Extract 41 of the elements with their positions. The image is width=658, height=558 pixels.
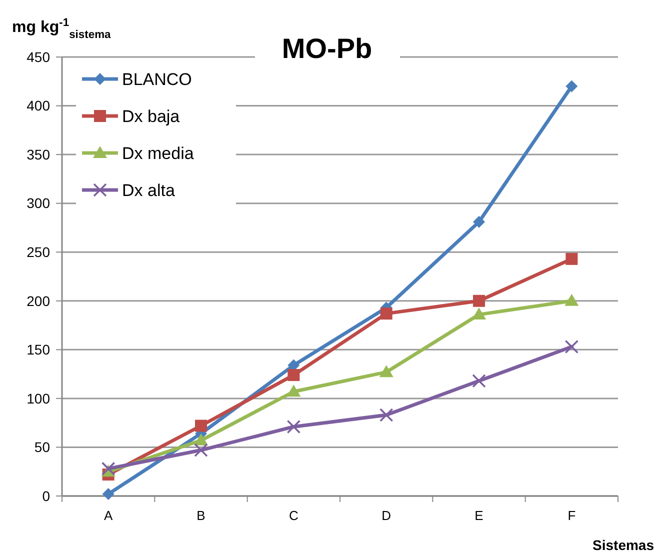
y-tick-label: 400 [26, 98, 50, 114]
point [102, 488, 114, 500]
legend-label: Dx media [122, 144, 194, 163]
point [566, 80, 578, 92]
point [286, 420, 301, 434]
legend-label: Dx alta [122, 180, 176, 200]
point [472, 374, 486, 388]
y-tick-label: 50 [34, 439, 50, 456]
point [472, 308, 486, 320]
y-tick-label: 0 [42, 488, 50, 504]
point [101, 462, 116, 476]
point [194, 443, 208, 458]
point [288, 369, 300, 382]
legend-label: Dx baja [122, 106, 180, 126]
x-tick-label: C [288, 508, 298, 523]
point [473, 216, 485, 228]
point [564, 294, 579, 306]
y-tick-label: 150 [26, 342, 50, 358]
y-tick-label: 200 [26, 292, 50, 309]
point [194, 433, 208, 446]
x-tick-label: D [382, 508, 392, 523]
point [564, 340, 579, 354]
point [380, 308, 392, 320]
x-tick-label: A [104, 508, 113, 523]
y-tick-label: 300 [26, 195, 50, 212]
point [379, 365, 394, 378]
point [286, 384, 301, 397]
y-tick-label: 450 [26, 48, 50, 65]
x-tick-label: E [474, 508, 484, 523]
point [473, 294, 485, 307]
point [566, 252, 578, 265]
y-tick-label: 100 [26, 390, 50, 406]
legend-label: BLANCO [122, 70, 192, 89]
point [379, 408, 394, 422]
y-tick-label: 350 [26, 146, 50, 162]
chart-title: MO-Pb [282, 33, 372, 64]
x-axis-title: Sistemas [592, 537, 654, 553]
y-tick-label: 250 [26, 244, 50, 260]
x-tick-label: F [568, 508, 576, 523]
point [195, 420, 207, 432]
x-tick-label: B [196, 508, 206, 523]
